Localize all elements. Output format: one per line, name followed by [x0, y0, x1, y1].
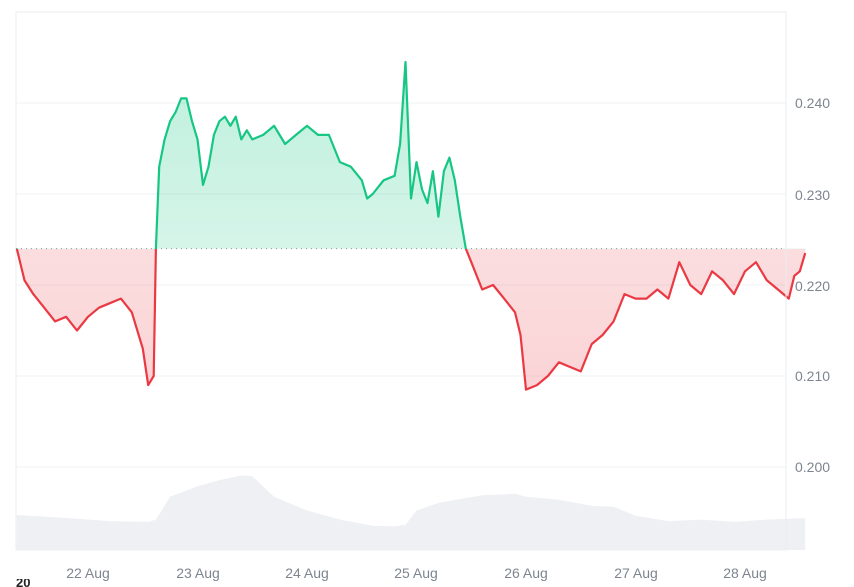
x-tick-label: 28 Aug	[723, 565, 767, 581]
clipped-label: 20	[16, 579, 31, 587]
x-tick-label: 25 Aug	[394, 565, 438, 581]
x-tick-label: 23 Aug	[176, 565, 220, 581]
price-line-above-baseline	[15, 60, 468, 249]
price-area-below-baseline	[16, 249, 806, 390]
x-tick-label: 22 Aug	[66, 565, 110, 581]
price-area-above-baseline	[16, 62, 806, 249]
y-tick-label: 0.240	[795, 95, 831, 111]
price-line-below-baseline	[15, 249, 807, 391]
x-tick-label: 27 Aug	[614, 565, 658, 581]
y-tick-label: 0.230	[795, 187, 831, 203]
x-tick-label: 24 Aug	[285, 565, 329, 581]
y-tick-label: 0.220	[795, 278, 831, 294]
y-tick-label: 0.200	[795, 459, 831, 475]
x-tick-label: 26 Aug	[504, 565, 548, 581]
volume-area	[16, 475, 806, 550]
y-tick-label: 0.210	[795, 368, 831, 384]
